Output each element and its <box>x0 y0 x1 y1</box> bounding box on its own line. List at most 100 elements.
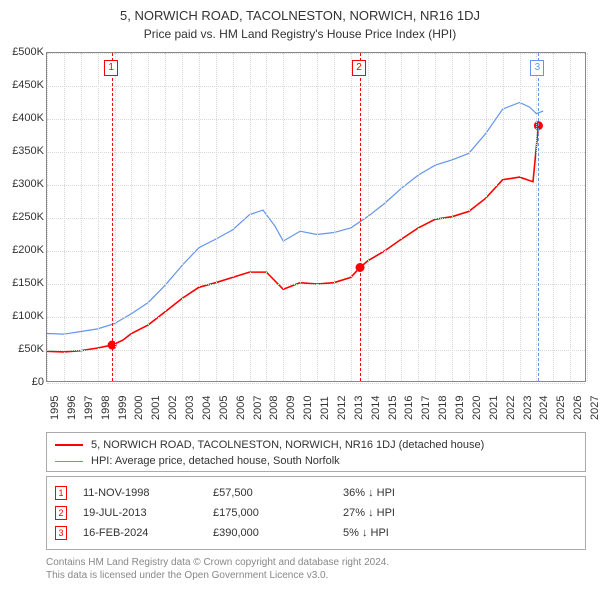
gridline-v <box>250 53 251 381</box>
x-axis-label: 2004 <box>201 396 213 420</box>
gridline-v <box>81 53 82 381</box>
gridline-v <box>216 53 217 381</box>
gridline-v <box>115 53 116 381</box>
gridline-v <box>587 53 588 381</box>
y-axis-label: £300K <box>4 178 44 190</box>
gridline-v <box>486 53 487 381</box>
gridline-v <box>570 53 571 381</box>
event-vertical-line <box>360 53 361 381</box>
gridline-v <box>553 53 554 381</box>
x-axis-label: 1999 <box>117 396 129 420</box>
event-marker-box: 1 <box>104 60 118 76</box>
x-axis-label: 2023 <box>522 396 534 420</box>
event-row: 3 16-FEB-2024 £390,000 5% ↓ HPI <box>55 523 577 543</box>
gridline-v <box>418 53 419 381</box>
x-axis-label: 2016 <box>403 396 415 420</box>
x-axis-label: 2026 <box>572 396 584 420</box>
gridline-v <box>469 53 470 381</box>
x-axis-label: 2009 <box>285 396 297 420</box>
x-axis-label: 2003 <box>184 396 196 420</box>
gridline-v <box>368 53 369 381</box>
y-axis-label: £0 <box>4 376 44 388</box>
gridline-v <box>317 53 318 381</box>
x-axis-label: 2000 <box>133 396 145 420</box>
gridline-v <box>536 53 537 381</box>
footer-attribution: Contains HM Land Registry data © Crown c… <box>46 556 389 582</box>
y-axis-label: £400K <box>4 112 44 124</box>
event-hpi: 27% ↓ HPI <box>343 507 395 519</box>
y-axis-label: £250K <box>4 211 44 223</box>
series-line-price_paid <box>47 126 538 352</box>
x-axis-label: 2007 <box>252 396 264 420</box>
x-axis-label: 2027 <box>589 396 600 420</box>
legend-swatch <box>55 461 83 462</box>
x-axis-label: 2017 <box>420 396 432 420</box>
events-table: 1 11-NOV-1998 £57,500 36% ↓ HPI 2 19-JUL… <box>46 476 586 550</box>
gridline-v <box>452 53 453 381</box>
chart-title: 5, NORWICH ROAD, TACOLNESTON, NORWICH, N… <box>0 0 600 23</box>
x-axis-label: 2025 <box>555 396 567 420</box>
x-axis-label: 2024 <box>538 396 550 420</box>
legend: 5, NORWICH ROAD, TACOLNESTON, NORWICH, N… <box>46 432 586 472</box>
gridline-v <box>47 53 48 381</box>
legend-item: 5, NORWICH ROAD, TACOLNESTON, NORWICH, N… <box>55 437 577 453</box>
event-row: 2 19-JUL-2013 £175,000 27% ↓ HPI <box>55 503 577 523</box>
gridline-h <box>47 317 585 318</box>
x-axis-label: 1998 <box>100 396 112 420</box>
chart-plot-area <box>46 52 586 382</box>
footer-line: This data is licensed under the Open Gov… <box>46 569 389 582</box>
x-axis-label: 1995 <box>49 396 61 420</box>
gridline-v <box>165 53 166 381</box>
event-marker-box: 3 <box>530 60 544 76</box>
x-axis-label: 1997 <box>83 396 95 420</box>
x-axis-label: 2001 <box>150 396 162 420</box>
event-row: 1 11-NOV-1998 £57,500 36% ↓ HPI <box>55 483 577 503</box>
gridline-v <box>385 53 386 381</box>
x-axis-label: 2013 <box>353 396 365 420</box>
event-hpi: 36% ↓ HPI <box>343 487 395 499</box>
gridline-v <box>334 53 335 381</box>
gridline-v <box>233 53 234 381</box>
x-axis-label: 2005 <box>218 396 230 420</box>
gridline-v <box>401 53 402 381</box>
event-price: £390,000 <box>213 527 343 539</box>
legend-label: HPI: Average price, detached house, Sout… <box>91 455 340 467</box>
y-axis-label: £50K <box>4 343 44 355</box>
x-axis-label: 2014 <box>370 396 382 420</box>
container: 5, NORWICH ROAD, TACOLNESTON, NORWICH, N… <box>0 0 600 590</box>
gridline-h <box>47 119 585 120</box>
chart-subtitle: Price paid vs. HM Land Registry's House … <box>0 23 600 41</box>
gridline-h <box>47 383 585 384</box>
event-date: 19-JUL-2013 <box>83 507 213 519</box>
gridline-v <box>98 53 99 381</box>
y-axis-label: £500K <box>4 46 44 58</box>
event-marker-icon: 3 <box>55 526 67 540</box>
x-axis-label: 2022 <box>505 396 517 420</box>
y-axis-label: £450K <box>4 79 44 91</box>
event-date: 11-NOV-1998 <box>83 487 213 499</box>
gridline-v <box>435 53 436 381</box>
event-vertical-line <box>538 53 539 381</box>
y-axis-label: £200K <box>4 244 44 256</box>
event-marker-icon: 1 <box>55 486 67 500</box>
gridline-h <box>47 152 585 153</box>
x-axis-label: 2010 <box>302 396 314 420</box>
y-axis-label: £150K <box>4 277 44 289</box>
event-price: £57,500 <box>213 487 343 499</box>
x-axis-label: 2021 <box>488 396 500 420</box>
gridline-v <box>199 53 200 381</box>
x-axis-label: 2020 <box>471 396 483 420</box>
x-axis-label: 2012 <box>336 396 348 420</box>
event-marker-icon: 2 <box>55 506 67 520</box>
gridline-h <box>47 251 585 252</box>
event-hpi: 5% ↓ HPI <box>343 527 389 539</box>
gridline-v <box>283 53 284 381</box>
x-axis-label: 2002 <box>167 396 179 420</box>
gridline-h <box>47 86 585 87</box>
legend-swatch <box>55 444 83 446</box>
legend-label: 5, NORWICH ROAD, TACOLNESTON, NORWICH, N… <box>91 439 484 451</box>
x-axis-label: 2011 <box>319 396 331 420</box>
gridline-v <box>503 53 504 381</box>
gridline-h <box>47 185 585 186</box>
gridline-v <box>520 53 521 381</box>
